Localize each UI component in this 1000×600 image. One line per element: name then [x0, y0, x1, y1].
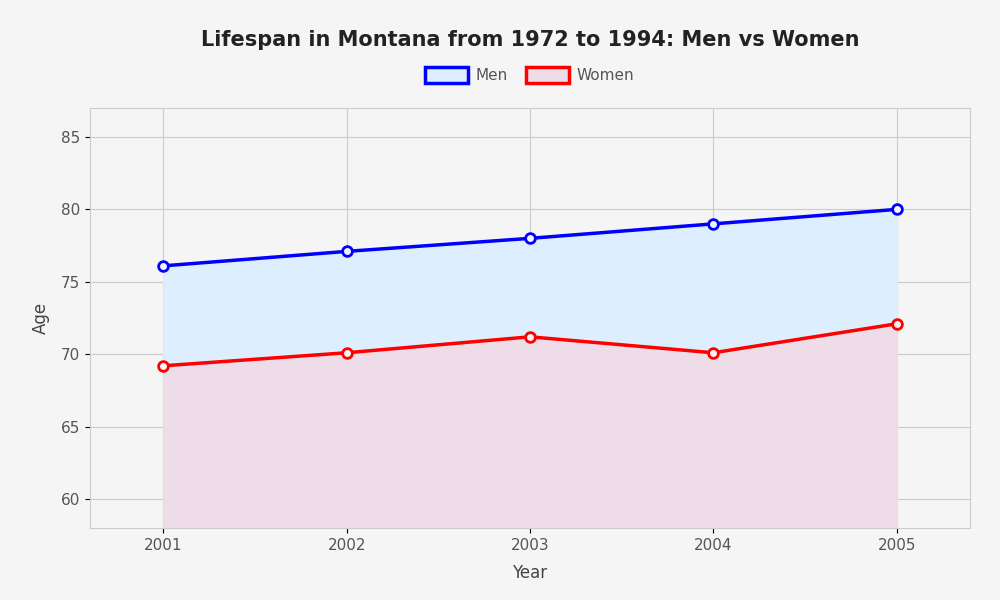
Y-axis label: Age: Age	[32, 302, 50, 334]
X-axis label: Year: Year	[512, 564, 548, 582]
Title: Lifespan in Montana from 1972 to 1994: Men vs Women: Lifespan in Montana from 1972 to 1994: M…	[201, 29, 859, 49]
Legend: Men, Women: Men, Women	[419, 61, 641, 89]
